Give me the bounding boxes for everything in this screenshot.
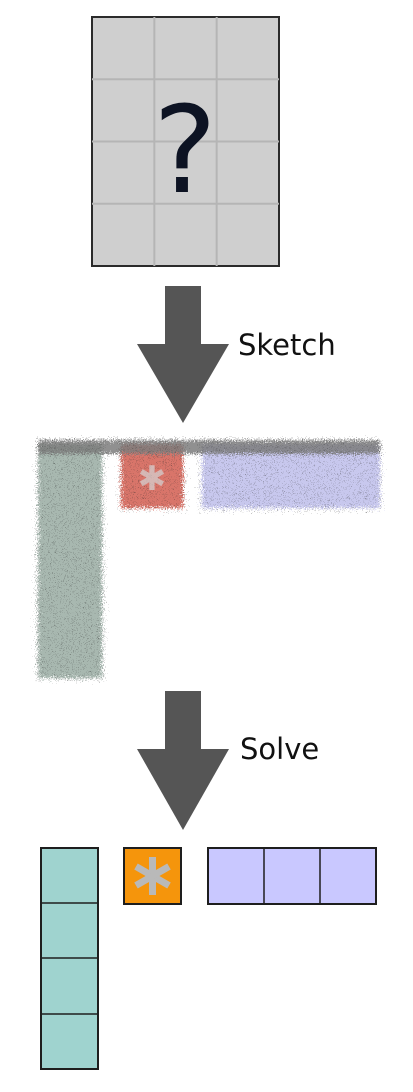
unknown-grid: ? xyxy=(91,16,280,267)
sketch-arrow-head xyxy=(137,344,229,423)
solve-arrow-shaft xyxy=(165,691,201,749)
sketch-speckle xyxy=(34,440,384,682)
sketch-arrow-shaft xyxy=(165,286,201,344)
sketch-faint-star: ✱ xyxy=(138,459,167,499)
solved-star-tile xyxy=(123,847,182,905)
sketch-speckle-star xyxy=(117,440,187,512)
asterisk-icon xyxy=(134,857,171,895)
sketch-arrow xyxy=(137,286,229,423)
sketch-speckle-vertical xyxy=(34,440,106,682)
horizontal-bar-body xyxy=(207,847,377,905)
solve-arrow xyxy=(137,691,229,830)
sketch-speckle-horizontal xyxy=(198,440,384,512)
solved-horizontal-bar xyxy=(207,847,377,905)
solve-step-label: Solve xyxy=(240,732,320,766)
solve-arrow-head xyxy=(137,749,229,830)
solved-vertical-bar xyxy=(40,847,99,1070)
sketch-result: ✱ xyxy=(34,440,384,682)
sketch-step-label: Sketch xyxy=(238,328,336,362)
solved-result xyxy=(40,847,377,1070)
question-mark: ? xyxy=(153,82,217,221)
unknown-grid-lines xyxy=(92,17,279,266)
